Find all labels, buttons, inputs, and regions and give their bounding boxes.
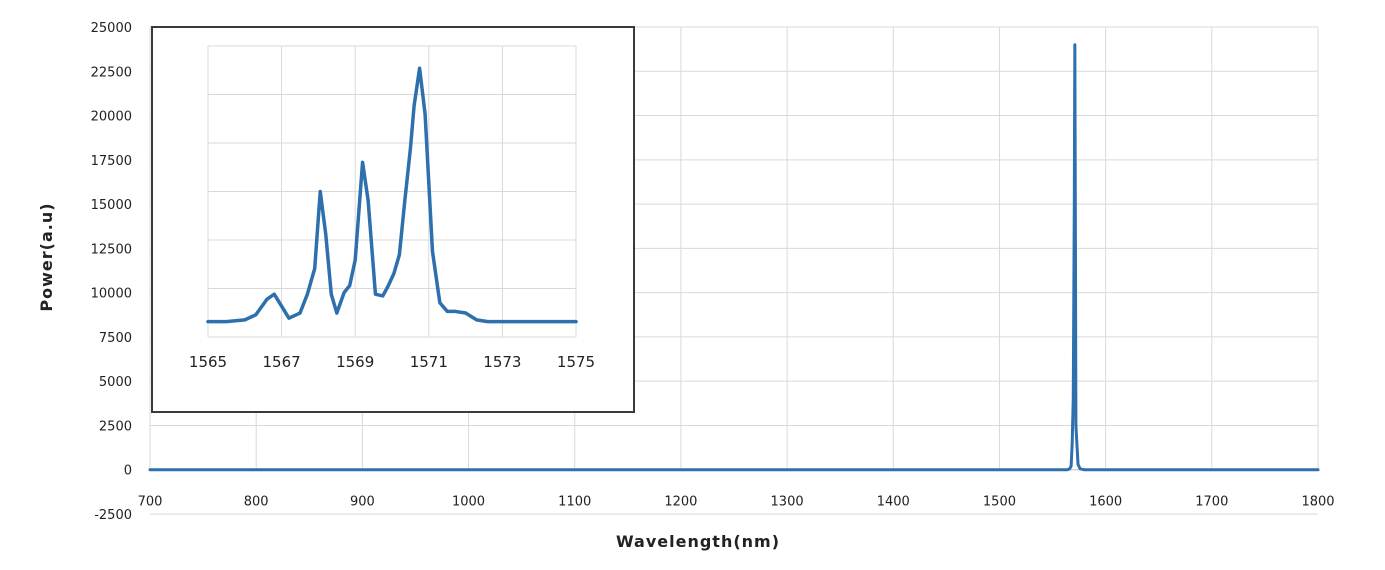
main-y-tick-label: 20000 xyxy=(91,110,132,125)
main-x-tick-label: 800 xyxy=(244,495,269,510)
main-x-tick-label: 1000 xyxy=(452,495,485,510)
main-x-tick-label: 900 xyxy=(350,495,375,510)
inset-x-tick-label: 1569 xyxy=(336,353,374,371)
main-y-tick-label: 7500 xyxy=(99,331,132,346)
inset-x-tick-label: 1571 xyxy=(410,353,448,371)
inset-chart: 1565 1567 1569 1571 1573 1575 xyxy=(151,26,635,413)
main-y-tick-label: 10000 xyxy=(91,287,132,302)
main-x-tick-label: 1600 xyxy=(1089,495,1122,510)
main-x-tick-label: 1200 xyxy=(664,495,697,510)
main-y-tick-label: 5000 xyxy=(99,375,132,390)
inset-series xyxy=(206,66,578,324)
main-y-tick-label: 17500 xyxy=(91,154,132,169)
main-x-tick-label: 1100 xyxy=(558,495,591,510)
main-series xyxy=(148,43,1320,472)
inset-x-tick-labels: 1565 1567 1569 1571 1573 1575 xyxy=(189,353,595,371)
main-y-tick-label: 0 xyxy=(124,464,132,479)
inset-x-tick-label: 1575 xyxy=(557,353,595,371)
inset-x-tick-label: 1565 xyxy=(189,353,227,371)
inset-series-line xyxy=(206,66,578,324)
inset-frame xyxy=(151,26,635,413)
main-y-tick-label: 22500 xyxy=(91,65,132,80)
main-x-tick-label: 1300 xyxy=(771,495,804,510)
inset-x-tick-label: 1567 xyxy=(263,353,301,371)
main-x-tick-labels: 700 800 900 1000 1100 1200 1300 1400 1500 1600 170… xyxy=(138,495,1335,510)
main-x-tick-label: 1700 xyxy=(1195,495,1228,510)
x-axis-title: Wavelength(nm) xyxy=(616,532,780,551)
main-y-tick-label: 12500 xyxy=(91,242,132,257)
main-y-tick-label: 15000 xyxy=(91,198,132,213)
main-y-tick-label: 25000 xyxy=(91,21,132,36)
main-series-line xyxy=(148,43,1320,472)
y-axis-title: Power(a.u) xyxy=(37,202,56,311)
main-x-tick-label: 1500 xyxy=(983,495,1016,510)
main-x-tick-label: 700 xyxy=(138,495,163,510)
main-y-tick-label: -2500 xyxy=(94,508,132,523)
main-x-tick-label: 1800 xyxy=(1301,495,1334,510)
main-x-tick-label: 1400 xyxy=(877,495,910,510)
main-y-tick-label: 2500 xyxy=(99,419,132,434)
main-y-tick-labels: -2500 0 2500 5000 7500 10000 12500 15000 17500 20… xyxy=(91,21,132,523)
inset-grid xyxy=(207,45,577,338)
inset-x-tick-label: 1573 xyxy=(483,353,521,371)
